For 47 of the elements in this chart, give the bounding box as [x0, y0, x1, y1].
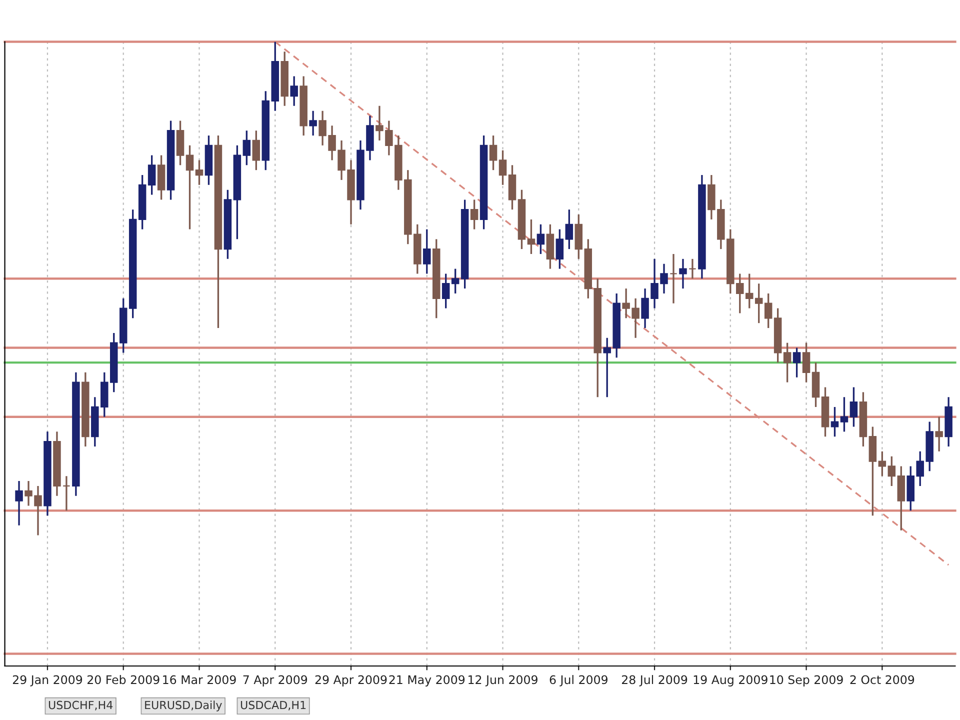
x-tick-label: 10 Sep 2009: [770, 675, 843, 686]
x-tick-label: 6 Jul 2009: [550, 675, 608, 686]
candlestick: [888, 456, 896, 487]
candlestick: [840, 396, 848, 432]
x-tick-label: 12 Jun 2009: [468, 675, 538, 686]
candlestick: [802, 342, 810, 384]
candlestick: [309, 110, 317, 136]
x-tick-label: 20 Feb 2009: [87, 675, 160, 684]
candlestick: [935, 416, 943, 452]
candlestick: [252, 130, 260, 171]
x-tick-label: 29 Jan 2009: [12, 675, 82, 686]
text: USDCAD,H1: [240, 700, 306, 710]
candlestick: [679, 258, 687, 290]
candlestick: [792, 346, 801, 378]
candlestick: [442, 272, 450, 310]
x-tick-label: 7 Apr 2009: [243, 675, 308, 686]
x-tick-label: 16 Mar 2009: [163, 675, 236, 684]
x-tick-label: 28 Jul 2009: [622, 675, 688, 686]
candlestick: [451, 268, 460, 294]
candlestick: [556, 228, 564, 270]
x-tick-label: 2 Oct 2009: [850, 675, 914, 684]
candlestick: [565, 208, 574, 250]
candlestick: [62, 475, 70, 512]
candlestick: [536, 224, 545, 255]
candlestick: [148, 154, 156, 196]
candlestick: [878, 450, 886, 477]
candlestick: [242, 130, 251, 166]
candlestick: [783, 342, 792, 384]
candlestick: [423, 228, 431, 275]
candlestick: [15, 480, 23, 526]
candlestick: [498, 150, 507, 186]
candlestick: [688, 258, 696, 280]
candlestick: [670, 253, 678, 304]
candlestick: [470, 198, 478, 230]
x-tick-label: 19 Aug 2009: [694, 675, 768, 686]
candlestick: [290, 75, 298, 107]
text: USDCHF,H4: [48, 700, 113, 710]
candlestick: [830, 406, 839, 438]
x-tick-label: 29 Apr 2009: [315, 675, 387, 686]
text: EURUSD,Daily: [145, 700, 222, 712]
candlestick: [764, 292, 772, 329]
candlestick: [527, 218, 536, 255]
candlestick: [186, 144, 194, 230]
candlestick: [195, 159, 204, 186]
x-tick-label: 21 May 2009: [389, 675, 465, 686]
candlestick: [850, 386, 858, 428]
candlestick: [489, 134, 498, 171]
